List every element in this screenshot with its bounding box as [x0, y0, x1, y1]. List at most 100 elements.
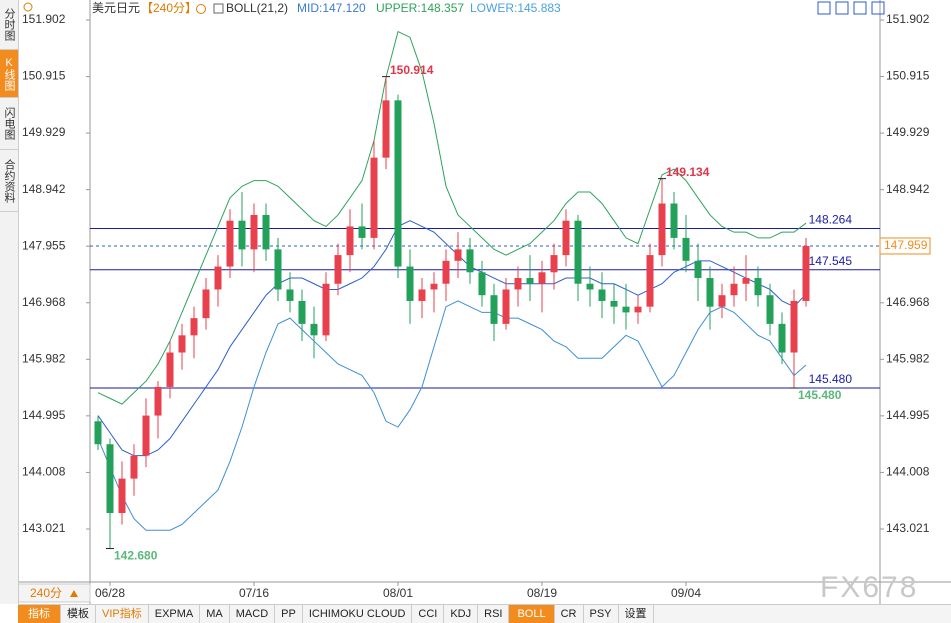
candle-body: [466, 249, 474, 273]
candle-body: [490, 295, 498, 324]
candle-body: [766, 295, 774, 324]
toolbar-button[interactable]: CCI: [412, 605, 445, 623]
toolbar-button[interactable]: EXPMA: [149, 605, 201, 623]
candle-body: [730, 283, 738, 296]
period-arrow[interactable]: [70, 590, 78, 597]
toolbar-button[interactable]: RSI: [478, 605, 510, 623]
candle-body: [106, 444, 114, 513]
toolbar-button[interactable]: ICHIMOKU CLOUD: [303, 605, 413, 623]
toolbar-button[interactable]: PP: [275, 605, 303, 623]
toolbar-button[interactable]: 指标: [18, 605, 61, 623]
candle-body: [658, 203, 666, 256]
tab[interactable]: K线图: [0, 50, 18, 98]
candle-body: [742, 278, 750, 284]
period-button-label[interactable]: 240分: [30, 586, 62, 600]
toolbar-button[interactable]: MA: [200, 605, 230, 623]
toolbar-button[interactable]: VIP指标: [96, 605, 149, 623]
x-tick-label: 08/19: [527, 586, 557, 600]
candle-body: [454, 249, 462, 261]
toolbar-button[interactable]: 模板: [61, 605, 96, 623]
candle-body: [754, 278, 762, 296]
toolbar-button[interactable]: 设置: [619, 605, 654, 623]
candle-body: [394, 100, 402, 267]
zoom-icon[interactable]: [817, 1, 831, 15]
band-line: [97, 30, 807, 405]
candle-body: [610, 300, 618, 307]
candle-body: [118, 478, 126, 513]
tab[interactable]: 分时图: [0, 0, 18, 50]
y-tick-label: 146.968: [886, 295, 930, 309]
toolbar-button[interactable]: MACD: [230, 605, 276, 623]
y-tick-label: 144.995: [22, 408, 66, 422]
last-price-box: [879, 237, 931, 255]
candle-body: [586, 283, 594, 290]
background: [18, 0, 951, 604]
y-tick-label: 150.915: [886, 69, 930, 83]
y-tick-label: 149.929: [886, 125, 930, 139]
candle-body: [310, 323, 318, 336]
candle-body: [130, 455, 138, 479]
candle-body: [274, 249, 282, 290]
chart: 美元日元 【240分】 BOLL(21,2) MID:147.120 UPPER…: [17, 0, 951, 604]
y-tick-label: 151.902: [22, 12, 66, 26]
toolbar-button[interactable]: CR: [555, 605, 584, 623]
candle-body: [778, 323, 786, 353]
candle-body: [406, 266, 414, 301]
icon: [23, 2, 33, 12]
extreme-label: 142.680: [114, 549, 158, 563]
candle-body: [550, 255, 558, 273]
candle-body: [442, 260, 450, 284]
candle-body: [646, 255, 654, 307]
candle-body: [562, 220, 570, 256]
candle-body: [670, 203, 678, 238]
candle-body: [418, 289, 426, 301]
candle-body: [346, 226, 354, 256]
symbol: 美元日元: [92, 1, 140, 15]
watermark: FX678: [820, 571, 918, 604]
candle-body: [262, 214, 270, 250]
y-tick-label: 145.982: [886, 351, 930, 365]
zoom-icon[interactable]: [853, 1, 867, 15]
candle-body: [622, 306, 630, 313]
y-tick-label: 149.929: [22, 125, 66, 139]
icon[interactable]: [196, 4, 206, 14]
toolbar-button[interactable]: KDJ: [444, 605, 479, 623]
candle-body: [502, 289, 510, 324]
x-tick-label: 06/28: [95, 586, 125, 600]
y-tick-label: 144.008: [886, 465, 930, 479]
side-tabs: 分时图 K线图 闪电图 合约资料: [0, 0, 19, 604]
x-tick-label: 08/01: [383, 586, 413, 600]
candle-body: [382, 100, 390, 158]
candle-body: [718, 295, 726, 307]
candle-body: [142, 415, 150, 456]
y-tick-label: 147.955: [22, 238, 66, 252]
candle-body: [250, 214, 258, 250]
tab[interactable]: 合约资料: [0, 150, 18, 212]
extreme-label: 149.134: [666, 165, 710, 179]
icon[interactable]: [213, 3, 224, 14]
lower-label: LOWER:145.883: [470, 1, 561, 15]
candle-body: [334, 255, 342, 284]
candle-body: [694, 260, 702, 279]
candle-body: [226, 220, 234, 267]
zoom-icon[interactable]: [835, 1, 849, 15]
candle-body: [358, 226, 366, 238]
tab[interactable]: 闪电图: [0, 98, 18, 150]
last-price-label: 147.959: [884, 238, 928, 252]
y-tick-label: 145.982: [22, 351, 66, 365]
zoom-icon[interactable]: [871, 1, 885, 15]
price-line-label: 145.480: [809, 372, 853, 386]
y-tick-label: 143.021: [886, 521, 930, 535]
candle-body: [238, 220, 246, 250]
y-tick-label: 144.995: [886, 408, 930, 422]
period[interactable]: 【240分】: [141, 1, 197, 15]
price-line-label: 147.545: [809, 254, 853, 268]
candle-body: [802, 245, 810, 301]
toolbar-button[interactable]: PSY: [584, 605, 619, 623]
toolbar-button[interactable]: BOLL: [509, 605, 555, 623]
candle-body: [478, 272, 486, 296]
candle-body: [514, 278, 522, 290]
candle-body: [538, 272, 546, 284]
candle-body: [214, 266, 222, 290]
